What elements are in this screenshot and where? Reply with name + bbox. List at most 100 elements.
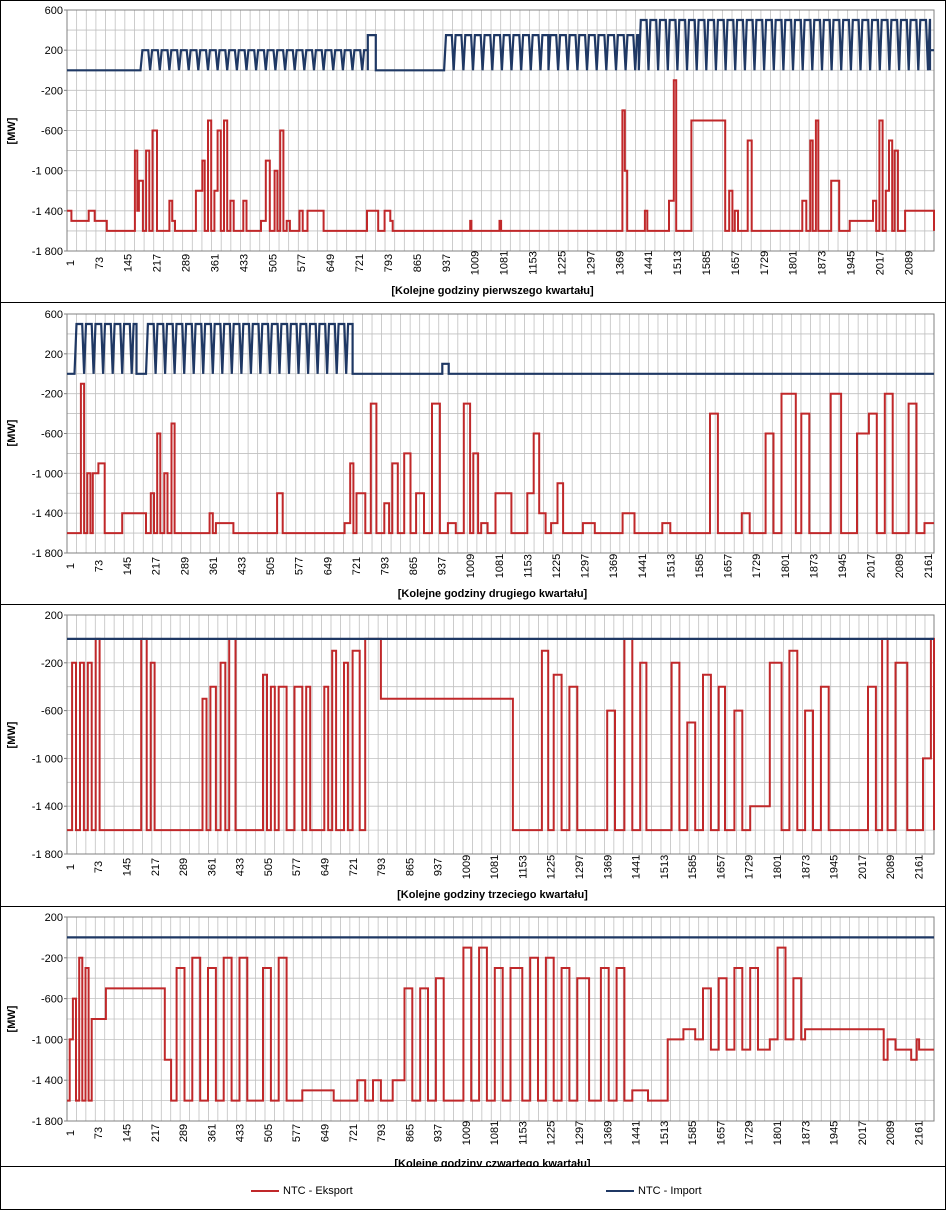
x-tick-label: 1009 [461, 855, 473, 879]
y-tick-label: -1 000 [32, 468, 63, 480]
y-tick-label: 200 [45, 45, 63, 57]
x-tick-label: 145 [123, 254, 135, 272]
y-tick-label: -1 800 [32, 548, 63, 560]
chart-panel-q2: 600 200 -200 -600 -1 000 -1 400 -1 800 1 73 145 21… [0, 302, 946, 606]
x-tick-label: 1153 [517, 855, 529, 879]
x-tick-label: 1585 [687, 1121, 699, 1145]
x-tick-label: 145 [121, 858, 133, 876]
x-tick-label: 793 [376, 1124, 388, 1142]
x-tick-label: 2017 [866, 554, 878, 578]
y-tick-label: -1 400 [32, 1075, 63, 1087]
x-tick-label: 1729 [751, 554, 763, 578]
x-tick-label: 721 [348, 858, 360, 876]
x-tick-label: 217 [151, 557, 163, 575]
x-tick-label: 865 [404, 858, 416, 876]
x-tick-label: 1801 [772, 1121, 784, 1145]
x-tick-label: 1513 [672, 251, 684, 275]
x-tick-label: 1657 [715, 1121, 727, 1145]
x-tick-label: 2089 [903, 251, 915, 275]
x-tick-label: 1729 [744, 1121, 756, 1145]
plot-border [66, 916, 935, 1122]
y-axis-title: [MW] [6, 1005, 18, 1032]
x-tick-label: 1945 [829, 855, 841, 879]
y-tick-label: -200 [41, 953, 63, 965]
y-tick-label: -600 [41, 126, 63, 138]
x-tick-label: 73 [94, 560, 106, 572]
chart-legend: NTC - Eksport NTC - Import [0, 1166, 946, 1210]
x-tick-label: 1081 [499, 251, 511, 275]
x-tick-label: 73 [93, 861, 105, 873]
x-tick-label: 2161 [923, 554, 935, 578]
x-tick-label: 649 [322, 557, 334, 575]
y-tick-label: -600 [41, 994, 63, 1006]
x-tick-label: 793 [376, 858, 388, 876]
x-tick-label: 2161 [913, 1121, 925, 1145]
x-tick-label: 1225 [551, 554, 563, 578]
x-tick-label: 1 [65, 260, 77, 266]
x-tick-label: 649 [319, 1124, 331, 1142]
x-tick-label: 361 [209, 254, 221, 272]
x-tick-label: 577 [291, 1124, 303, 1142]
x-tick-label: 577 [291, 858, 303, 876]
x-tick-label: 865 [404, 1124, 416, 1142]
x-tick-label: 1657 [730, 251, 742, 275]
x-tick-label: 1225 [556, 251, 568, 275]
x-tick-label: 1873 [800, 1121, 812, 1145]
legend-import-label: NTC - Import [638, 1185, 702, 1197]
legend-export-label: NTC - Eksport [283, 1185, 353, 1197]
x-tick-label: 1657 [723, 554, 735, 578]
x-tick-label: 217 [152, 254, 164, 272]
x-tick-label: 145 [121, 1124, 133, 1142]
x-tick-label: 1801 [772, 855, 784, 879]
x-tick-label: 1 [65, 864, 77, 870]
x-tick-label: 217 [150, 858, 162, 876]
y-tick-label: -1 400 [32, 801, 63, 813]
x-tick-label: 1081 [489, 1121, 501, 1145]
x-tick-label: 1153 [517, 1121, 529, 1145]
x-tick-label: 865 [412, 254, 424, 272]
chart-panel-q1: 600 200 -200 -600 -1 000 -1 400 -1 800 1 73 145 21… [0, 0, 946, 304]
x-tick-label: 721 [351, 557, 363, 575]
x-tick-label: 1441 [637, 554, 649, 578]
x-tick-label: 1441 [631, 855, 643, 879]
y-tick-label: -600 [41, 429, 63, 441]
x-tick-label: 1297 [585, 251, 597, 275]
x-tick-label: 1873 [800, 855, 812, 879]
y-tick-label: -1 000 [32, 166, 63, 178]
x-tick-label: 937 [433, 858, 445, 876]
x-tick-label: 217 [150, 1124, 162, 1142]
x-tick-label: 361 [206, 1124, 218, 1142]
x-tick-label: 1585 [687, 855, 699, 879]
series-export-line [67, 382, 934, 535]
x-axis-title: [Kolejne godziny trzeciego kwartału] [397, 889, 588, 901]
x-tick-label: 2017 [857, 855, 869, 879]
x-tick-label: 1873 [817, 251, 829, 275]
x-tick-label: 73 [94, 257, 106, 269]
y-tick-label: -1 800 [32, 1116, 63, 1128]
x-tick-label: 1009 [465, 554, 477, 578]
x-tick-label: 433 [235, 1124, 247, 1142]
series-import-line [67, 322, 934, 375]
x-tick-label: 649 [319, 858, 331, 876]
x-tick-label: 1081 [489, 855, 501, 879]
legend-export-swatch [251, 1190, 279, 1192]
x-tick-label: 505 [265, 557, 277, 575]
y-axis-title: [MW] [6, 117, 18, 144]
x-tick-label: 1873 [808, 554, 820, 578]
x-tick-label: 289 [179, 557, 191, 575]
x-tick-label: 1801 [788, 251, 800, 275]
y-axis-title: [MW] [6, 419, 18, 446]
x-tick-label: 361 [206, 858, 218, 876]
x-tick-label: 289 [181, 254, 193, 272]
legend-item-import: NTC - Import [606, 1185, 702, 1197]
x-tick-label: 1225 [546, 855, 558, 879]
x-tick-label: 2089 [885, 1121, 897, 1145]
x-tick-label: 1441 [631, 1121, 643, 1145]
x-tick-label: 289 [178, 1124, 190, 1142]
y-tick-label: -600 [41, 706, 63, 718]
x-tick-label: 505 [263, 858, 275, 876]
x-tick-label: 1585 [701, 251, 713, 275]
